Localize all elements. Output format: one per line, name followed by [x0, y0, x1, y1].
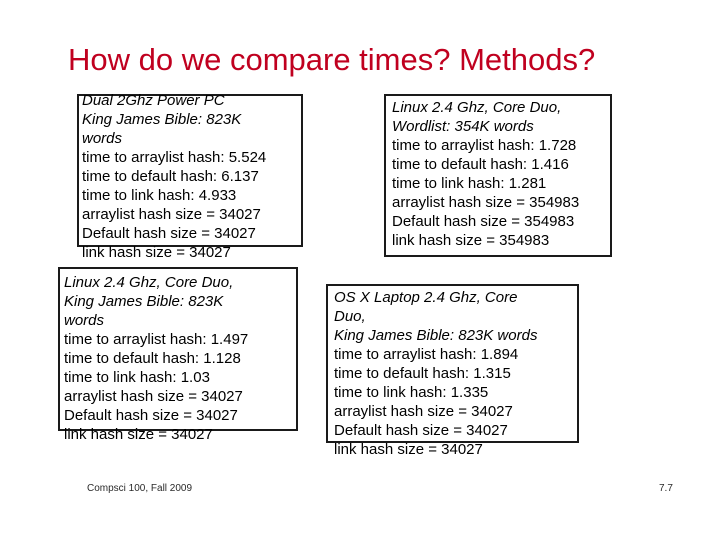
text-line: time to default hash: 1.315	[334, 365, 511, 382]
text-line: link hash size = 34027	[82, 244, 231, 261]
text-line: link hash size = 34027	[64, 426, 213, 443]
text-line: time to arraylist hash: 5.524	[82, 149, 267, 166]
text-line: Default hash size = 34027	[82, 225, 256, 242]
text-line: arraylist hash size = 34027	[82, 206, 261, 223]
slide-title: How do we compare times? Methods?	[68, 42, 596, 77]
text-line: King James Bible: 823K	[64, 293, 224, 310]
text-line: Linux 2.4 Ghz, Core Duo,	[64, 274, 234, 291]
result-box-linux-wordlist	[384, 94, 612, 257]
text-line: time to arraylist hash: 1.894	[334, 346, 519, 363]
result-box-linux-bible	[58, 267, 298, 431]
text-line: time to default hash: 6.137	[82, 168, 259, 185]
text-line: OS X Laptop 2.4 Ghz, Core	[334, 289, 518, 306]
text-line: arraylist hash size = 34027	[334, 403, 513, 420]
text-line: time to arraylist hash: 1.728	[392, 137, 577, 154]
text-line: Default hash size = 354983	[392, 213, 575, 230]
text-line: arraylist hash size = 354983	[392, 194, 580, 211]
text-line: link hash size = 34027	[334, 441, 483, 458]
text-line: time to link hash: 1.03	[64, 369, 210, 386]
result-box-power-pc	[77, 94, 303, 247]
text-line: time to link hash: 1.281	[392, 175, 547, 192]
text-line: time to link hash: 1.335	[334, 384, 489, 401]
text-line: Duo,	[334, 308, 366, 325]
text-line: time to default hash: 1.416	[392, 156, 569, 173]
text-line: King James Bible: 823K words	[334, 327, 538, 344]
text-line: arraylist hash size = 34027	[64, 388, 243, 405]
text-line: Dual 2Ghz Power PC	[82, 92, 225, 109]
text-line: words	[64, 312, 105, 329]
result-text-linux-wordlist: Linux 2.4 Ghz, Core Duo, Wordlist: 354K …	[392, 98, 579, 250]
footer-page-number: 7.7	[659, 483, 673, 494]
text-line: Wordlist: 354K words	[392, 118, 534, 135]
footer-course: Compsci 100, Fall 2009	[87, 483, 193, 494]
text-line: Linux 2.4 Ghz, Core Duo,	[392, 99, 562, 116]
text-line: King James Bible: 823K	[82, 111, 242, 128]
result-text-linux-bible: Linux 2.4 Ghz, Core Duo, King James Bibl…	[64, 273, 248, 444]
text-line: time to link hash: 4.933	[82, 187, 237, 204]
text-line: Default hash size = 34027	[64, 407, 238, 424]
result-text-power-pc: Dual 2Ghz Power PC King James Bible: 823…	[82, 91, 266, 262]
text-line: Default hash size = 34027	[334, 422, 508, 439]
text-line: time to arraylist hash: 1.497	[64, 331, 249, 348]
text-line: words	[82, 130, 123, 147]
result-text-os-x-laptop: OS X Laptop 2.4 Ghz, Core Duo, King Jame…	[334, 288, 537, 459]
text-line: time to default hash: 1.128	[64, 350, 241, 367]
result-box-os-x-laptop	[326, 284, 579, 443]
text-line: link hash size = 354983	[392, 232, 550, 249]
